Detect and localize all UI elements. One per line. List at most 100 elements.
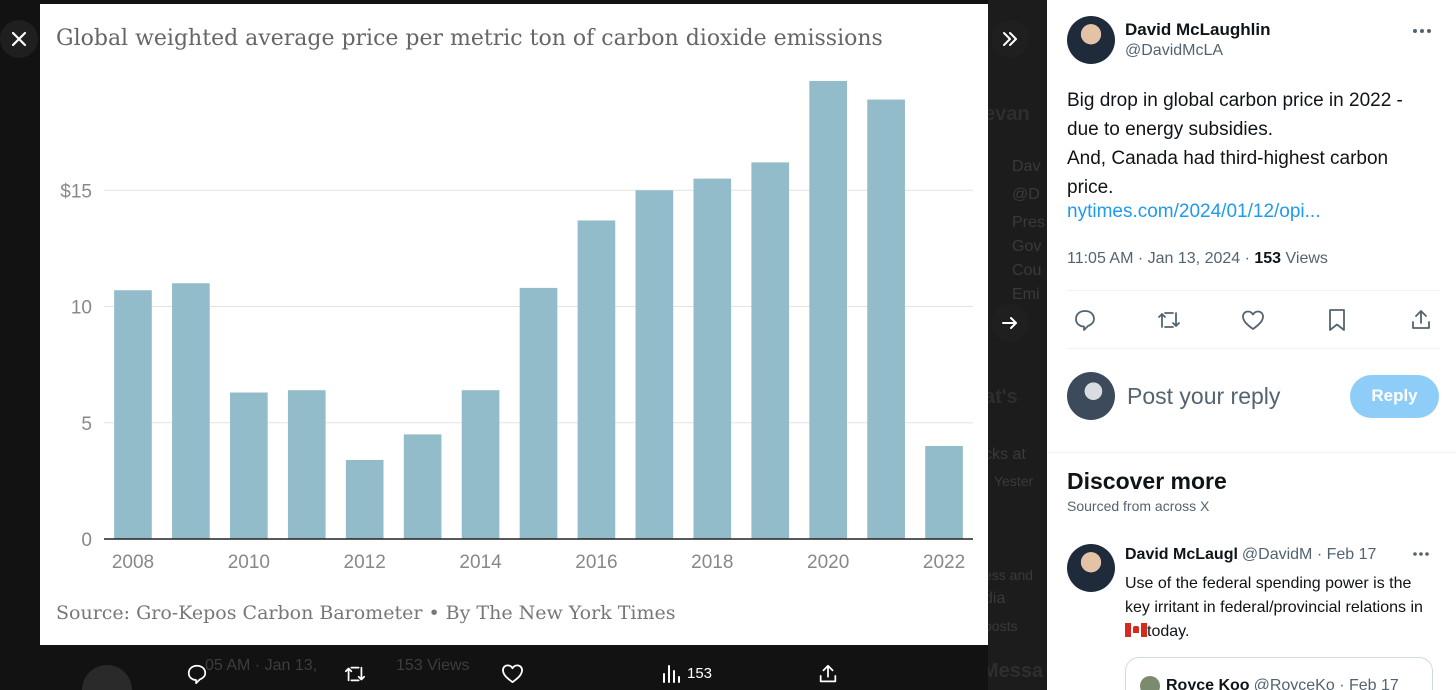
avatar (1140, 676, 1160, 690)
section-divider (1047, 452, 1456, 453)
discover-title: Discover more (1067, 468, 1227, 494)
share-icon (819, 664, 837, 683)
bg-fragment: Cou (1012, 262, 1042, 279)
tweet-actions (1067, 300, 1439, 340)
tweet-meta: 11:05 AM · Jan 13, 2024 · 153 Views (1067, 250, 1328, 268)
avatar[interactable] (1067, 16, 1115, 64)
repost-icon (344, 666, 366, 682)
bar-2018 (693, 178, 732, 539)
bar-2016 (577, 220, 616, 539)
tweet-author[interactable]: David McLaughlin @DavidMcLA (1067, 16, 1270, 64)
chart-image: Global weighted average price per metric… (40, 4, 988, 645)
close-icon (11, 31, 27, 47)
reply-icon (187, 664, 207, 685)
viewer-like-button[interactable] (501, 663, 524, 684)
bookmark-icon (1329, 309, 1345, 331)
canada-flag-icon (1125, 623, 1147, 637)
more-options-button[interactable] (1412, 18, 1432, 39)
bg-fragment: Yester (994, 473, 1034, 489)
bookmark-button[interactable] (1319, 302, 1355, 338)
analytics-icon (663, 665, 680, 683)
bg-fragment: evan (988, 103, 1030, 125)
tweet-text-line: Big drop in global carbon price in 2022 … (1067, 90, 1403, 140)
bar-2019 (751, 162, 790, 539)
rec-more-button[interactable] (1412, 544, 1430, 562)
quote-author-handle: @RoyceKo · Feb 17 (1253, 677, 1399, 690)
quoted-post[interactable]: Royce Koo @RoyceKo · Feb 17 (1125, 657, 1433, 690)
author-handle[interactable]: @DavidMcLA (1125, 42, 1224, 59)
bar-2022 (925, 446, 963, 539)
share-button[interactable] (1403, 302, 1439, 338)
y-tick-label: 10 (71, 298, 92, 319)
viewer-reply-button[interactable] (186, 663, 208, 685)
rec-author-handle[interactable]: @DavidM · Feb 17 (1241, 546, 1377, 563)
bg-fragment: posts (988, 618, 1018, 634)
bg-fragment: ess and (988, 567, 1034, 583)
x-tick-label: 2010 (228, 552, 270, 573)
tweet-views-label: Views (1281, 250, 1328, 267)
more-icon (1413, 552, 1429, 556)
tweet-timestamp[interactable]: 11:05 AM · Jan 13, 2024 · (1067, 250, 1255, 267)
reply-submit-button[interactable]: Reply (1350, 374, 1439, 418)
reply-button[interactable] (1067, 302, 1103, 338)
tweet-views-count: 153 (1254, 250, 1282, 267)
bar-2009 (172, 283, 210, 539)
tweet-text-line: And, Canada had third-highest carbon pri… (1067, 148, 1389, 198)
bar-2010 (230, 392, 268, 539)
like-button[interactable] (1235, 302, 1271, 338)
chart-source: Source: Gro-Kepos Carbon Barometer • By … (56, 602, 676, 624)
bg-meta-views: 153 (395, 657, 423, 674)
double-chevron-right-icon (1003, 32, 1017, 46)
bar-2014 (461, 390, 500, 539)
repost-icon (1158, 312, 1180, 328)
heart-icon (502, 664, 523, 683)
bg-meta-time: 05 AM · Jan 13, (205, 657, 318, 674)
bg-fragment: Gov (1012, 238, 1042, 255)
bg-fragment: dia (988, 590, 1006, 607)
rec-author-name[interactable]: David McLaugl (1125, 546, 1238, 563)
viewer-views-button[interactable]: 153 (661, 663, 712, 683)
author-display-name[interactable]: David McLaughlin (1125, 20, 1271, 39)
discover-subtitle: Sourced from across X (1067, 498, 1210, 514)
media-viewer: evan Dav @D Pres Gov Cou Emi at's cks at… (0, 0, 1047, 690)
more-icon (1413, 29, 1431, 33)
reply-input[interactable]: Post your reply (1127, 382, 1281, 409)
repost-button[interactable] (1151, 302, 1187, 338)
bar-2013 (403, 434, 442, 539)
next-media-button[interactable] (991, 304, 1029, 342)
close-button[interactable] (0, 20, 38, 58)
bar-2015 (519, 287, 558, 539)
background-page: evan Dav @D Pres Gov Cou Emi at's cks at… (988, 0, 1047, 690)
bg-meta-views-label: Views (427, 657, 470, 674)
bg-fragment: cks at (988, 446, 1026, 463)
reply-composer: Post your reply Reply (1067, 370, 1439, 422)
background-meta-row: 05 AM · Jan 13, 153 Views (205, 657, 470, 675)
tweet-text: Big drop in global carbon price in 2022 … (1067, 86, 1432, 202)
avatar[interactable] (1067, 544, 1115, 592)
tweet-panel: David McLaughlin @DavidMcLA Big drop in … (1047, 0, 1456, 690)
x-tick-label: 2022 (923, 552, 965, 573)
rec-text-part: today. (1147, 623, 1190, 640)
x-tick-label: 2016 (575, 552, 617, 573)
current-user-avatar (1067, 372, 1115, 420)
share-icon (1412, 310, 1430, 329)
viewer-repost-button[interactable] (343, 663, 367, 685)
chart-title: Global weighted average price per metric… (56, 26, 883, 51)
rec-text: Use of the federal spending power is the… (1125, 572, 1425, 644)
collapse-panel-button[interactable] (991, 20, 1029, 58)
bar-chart: 0 5 10 $15 2008 2010 2012 2014 2016 2018 2020 2022 (60, 80, 973, 573)
viewer-share-button[interactable] (817, 663, 839, 685)
tweet-link[interactable]: nytimes.com/2024/01/12/opi... (1067, 201, 1321, 222)
reply-icon (1075, 310, 1095, 331)
x-tick-label: 2012 (344, 552, 386, 573)
bg-fragment: Messa (988, 660, 1044, 682)
x-tick-label: 2014 (459, 552, 502, 573)
viewer-views-count: 153 (687, 664, 713, 682)
bg-fragment: Dav (1012, 158, 1041, 175)
rec-text-part: Use of the federal spending power is the… (1125, 575, 1423, 616)
bar-2017 (635, 190, 674, 539)
quote-author-name: Royce Koo (1166, 677, 1250, 690)
bar-2021 (867, 99, 905, 539)
y-tick-label: 5 (81, 414, 92, 435)
y-tick-label: $15 (60, 181, 92, 202)
